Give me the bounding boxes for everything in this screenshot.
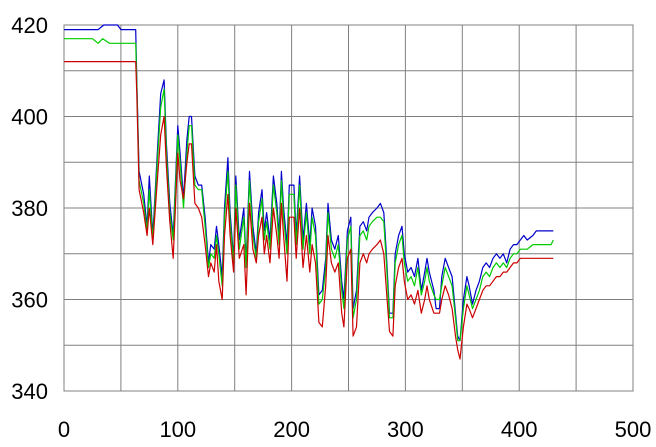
x-tick-label: 400 xyxy=(501,417,538,442)
y-tick-label: 340 xyxy=(11,379,48,404)
x-tick-label: 500 xyxy=(615,417,652,442)
x-tick-label: 200 xyxy=(273,417,310,442)
series-layer xyxy=(64,24,554,360)
x-tick-label: 100 xyxy=(159,417,196,442)
x-axis-tick-labels: 0 100 200 300 400 500 xyxy=(58,417,651,442)
y-tick-label: 380 xyxy=(11,196,48,221)
series-line-3 xyxy=(64,60,554,360)
x-tick-label: 300 xyxy=(387,417,424,442)
series-line-1 xyxy=(64,24,554,342)
y-tick-label: 400 xyxy=(11,105,48,130)
x-tick-label: 0 xyxy=(58,417,70,442)
y-tick-label: 360 xyxy=(11,288,48,313)
grid-lines xyxy=(64,25,633,391)
y-tick-label: 420 xyxy=(11,13,48,38)
y-axis-tick-labels: 340 360 380 400 420 xyxy=(11,13,48,404)
plot-frame xyxy=(63,24,634,392)
series-line-2 xyxy=(64,38,554,342)
